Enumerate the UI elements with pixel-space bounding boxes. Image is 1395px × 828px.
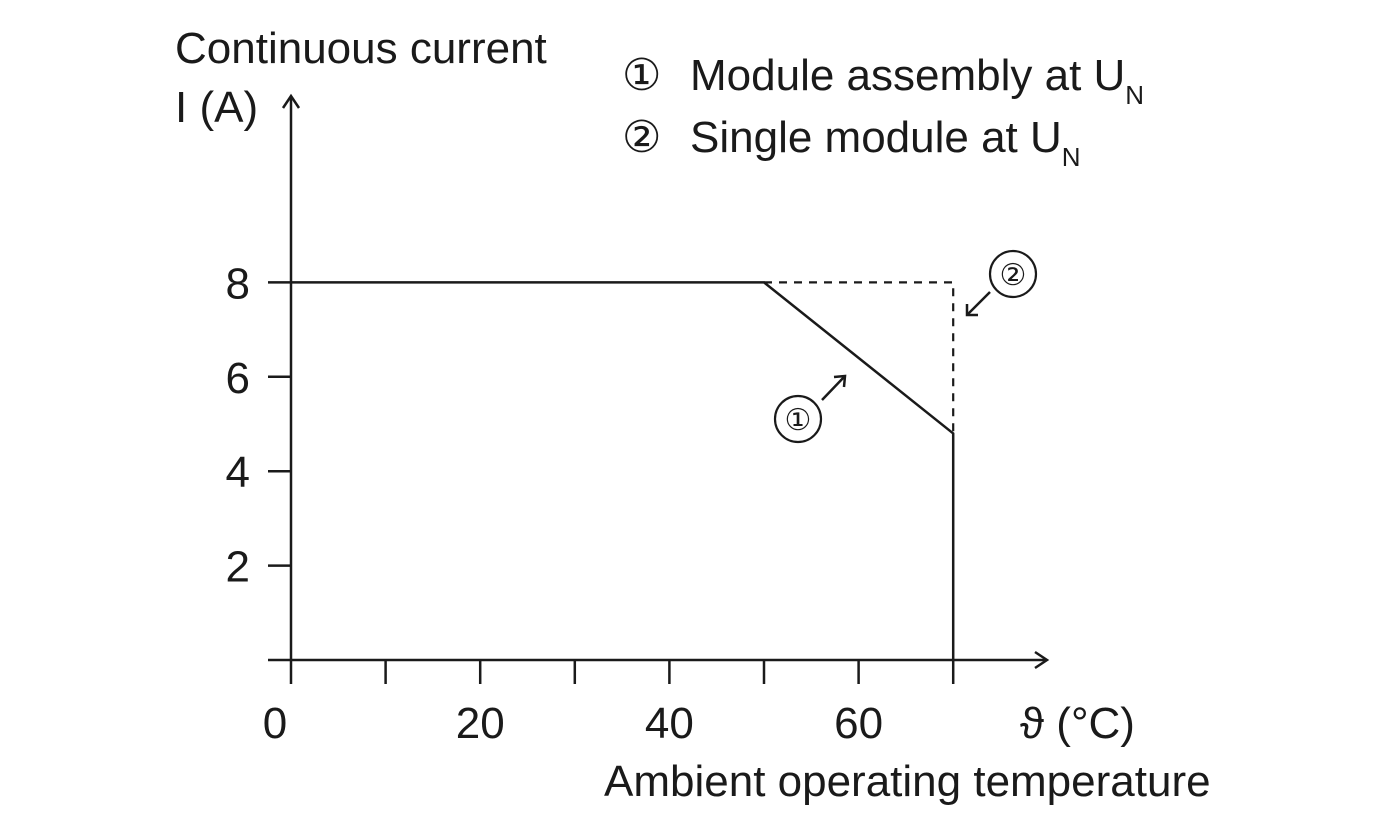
y-axis-title-line1: Continuous current (175, 24, 547, 73)
legend-label-2-subscript: N (1062, 142, 1081, 172)
x-axis-unit: ϑ (°C) (1020, 699, 1135, 748)
x-axis-arrowhead (1034, 650, 1050, 670)
legend-label-1-text: Module assembly at U (690, 51, 1125, 100)
annotation-2: ② (965, 249, 1038, 317)
x-tick-label-0: 0 (263, 699, 287, 748)
x-axis-title: Ambient operating temperature (604, 757, 1211, 806)
annotation-2-marker: ② (1000, 259, 1027, 292)
legend: ① Module assembly at UN ② Single module … (622, 51, 1144, 172)
legend-marker-2: ② (622, 113, 661, 162)
legend-marker-1: ① (622, 51, 661, 100)
legend-label-2-text: Single module at U (690, 113, 1062, 162)
x-tick-label-40: 40 (645, 699, 694, 748)
annotation-1-arrow (821, 375, 846, 401)
x-tick-labels: 0 20 40 60 (263, 699, 883, 748)
annotation-1-marker: ① (785, 404, 812, 437)
series-module-assembly-line (291, 281, 955, 660)
annotation-2-arrowhead (965, 304, 978, 317)
y-tick-labels: 2 4 6 8 (226, 259, 250, 591)
annotation-2-arrow (966, 291, 991, 316)
legend-label-1-subscript: N (1125, 80, 1144, 110)
series-single-module-line (764, 281, 955, 434)
annotation-1: ① (773, 374, 847, 444)
y-tick-label-6: 6 (226, 354, 250, 403)
y-tick-label-4: 4 (226, 448, 250, 497)
legend-item-2: ② Single module at UN (622, 113, 1081, 172)
legend-label-1: Module assembly at UN (690, 51, 1144, 110)
y-axis-arrowhead (281, 93, 301, 109)
legend-label-2: Single module at UN (690, 113, 1081, 172)
y-ticks (268, 281, 291, 567)
y-axis-title-line2: I (A) (175, 83, 258, 132)
x-tick-label-60: 60 (834, 699, 883, 748)
x-tick-label-20: 20 (456, 699, 505, 748)
annotation-1-arrowhead (833, 374, 847, 388)
legend-item-1: ① Module assembly at UN (622, 51, 1144, 110)
y-tick-label-2: 2 (226, 543, 250, 592)
y-tick-label-8: 8 (226, 259, 250, 308)
x-ticks (289, 660, 955, 684)
annotation-2-circle (988, 249, 1038, 299)
annotation-1-circle (773, 394, 823, 444)
